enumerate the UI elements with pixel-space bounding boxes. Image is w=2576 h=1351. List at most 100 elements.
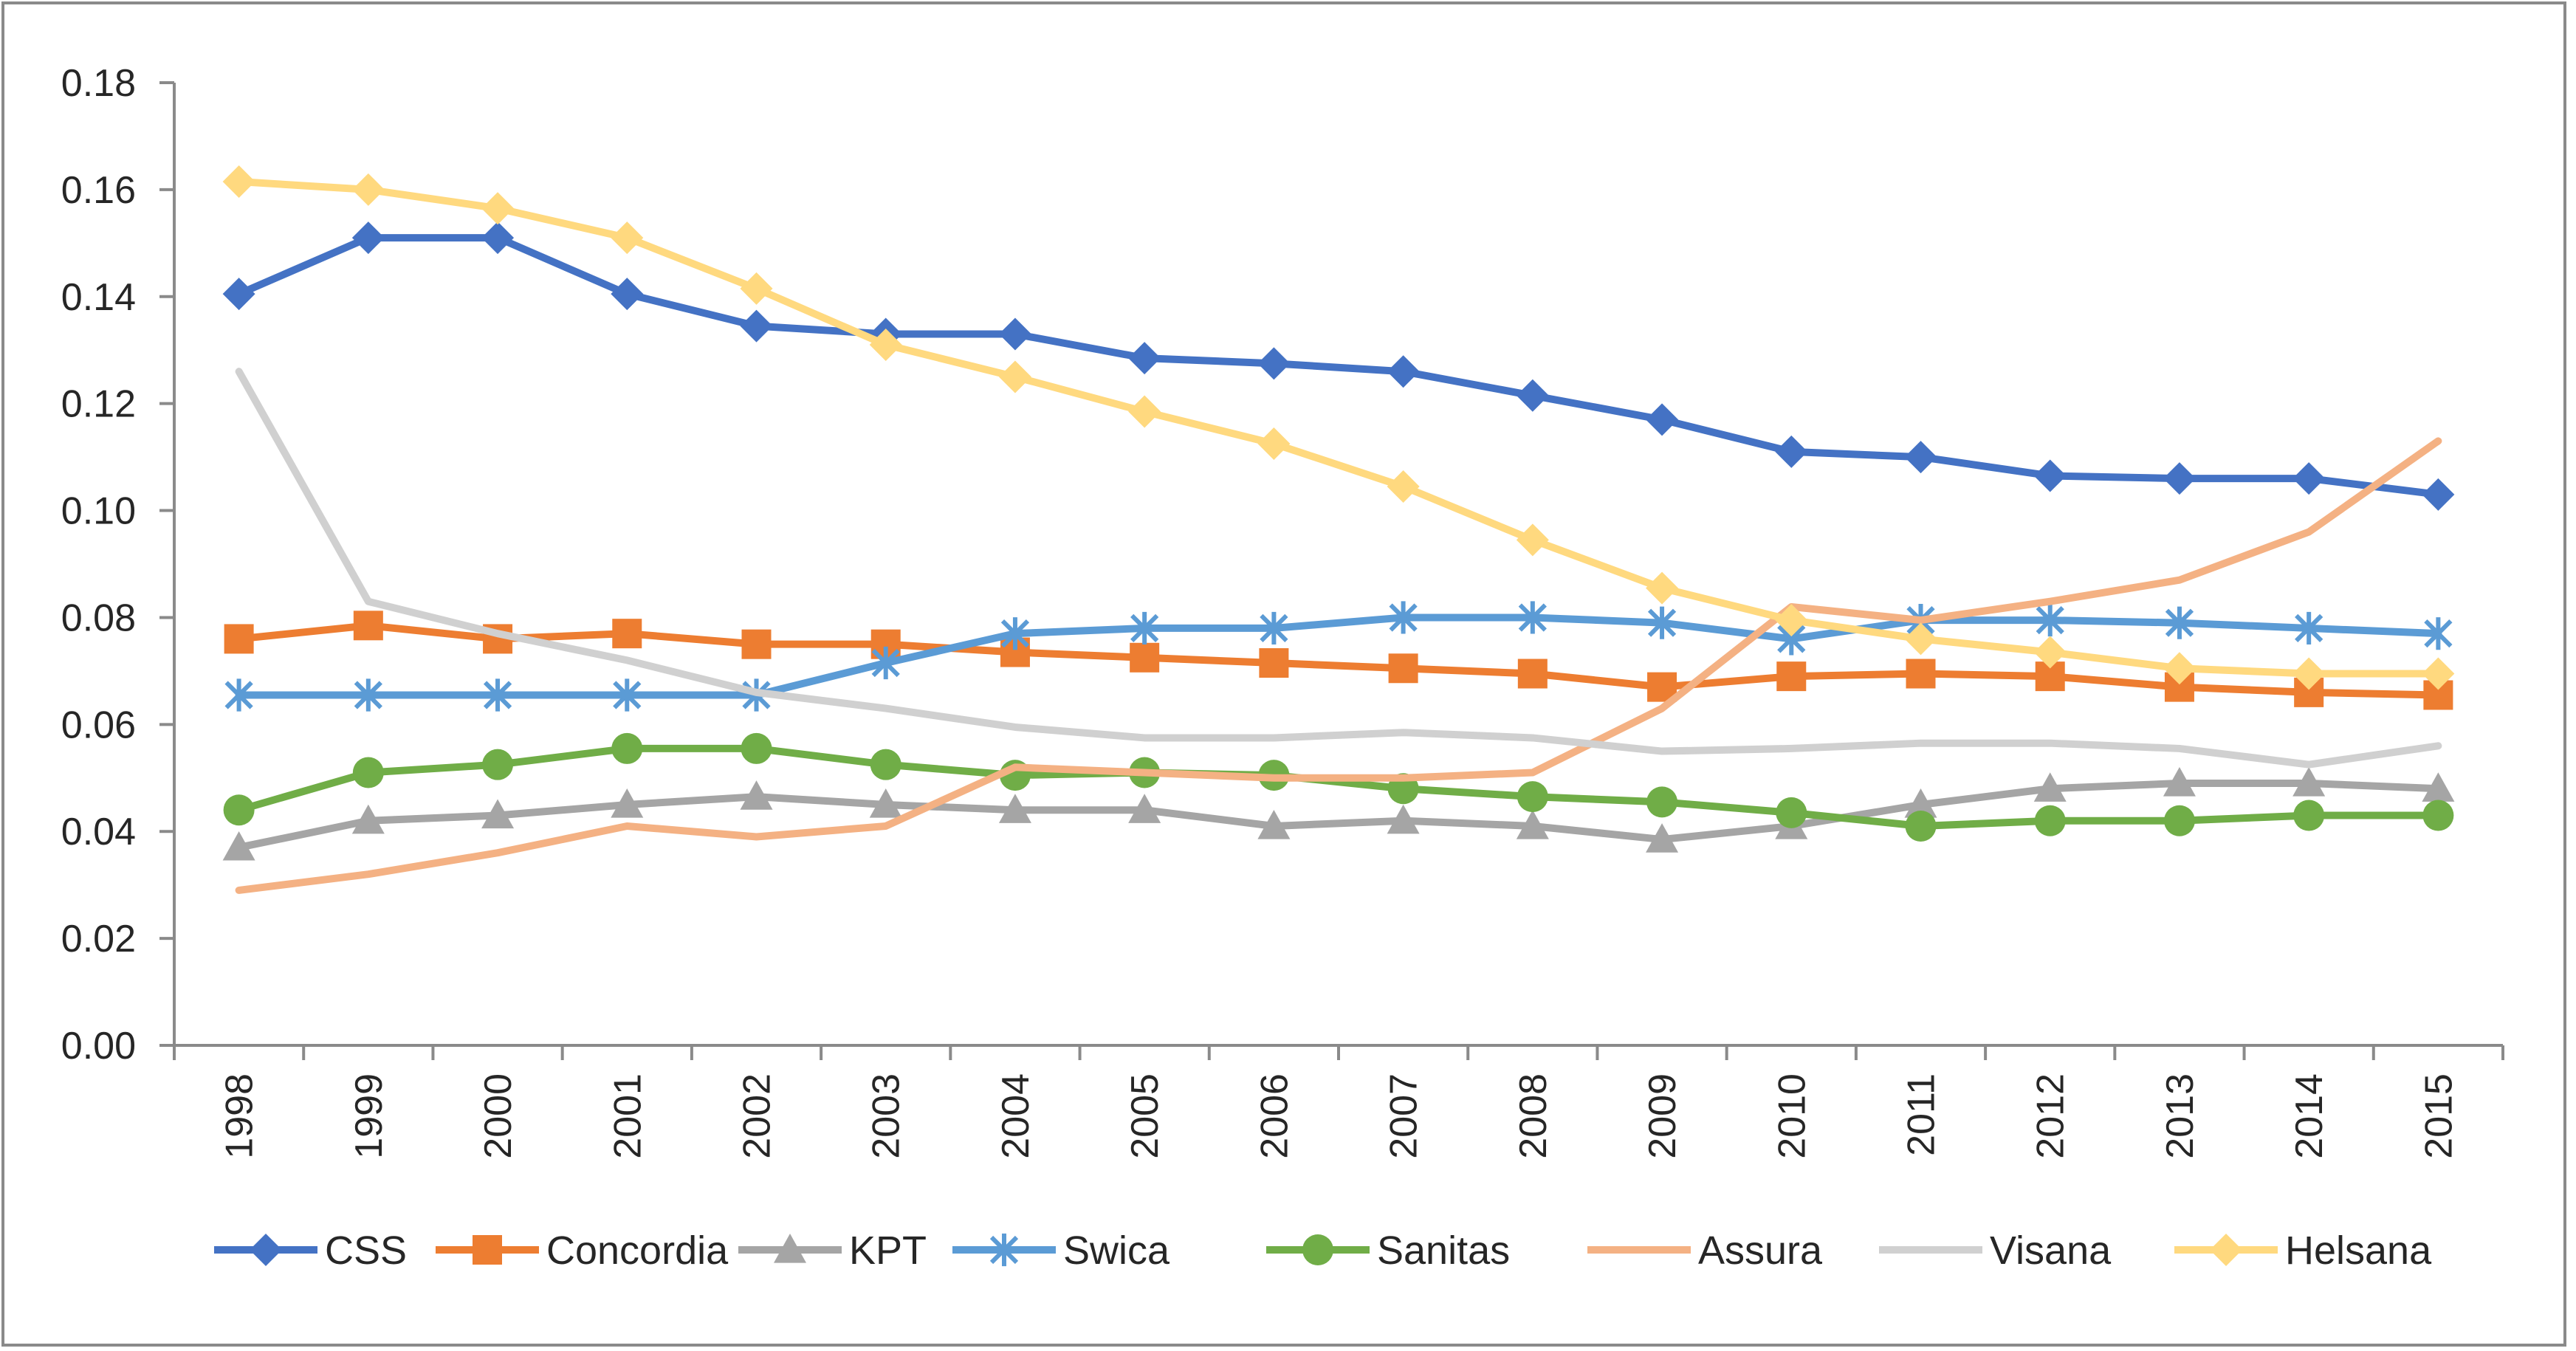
data-point-sanitas [223, 794, 255, 826]
legend-item-visana: Visana [1879, 1228, 2112, 1273]
legend-marker-helsana [2210, 1234, 2242, 1266]
data-point-kpt [740, 780, 773, 810]
data-point-kpt [1128, 794, 1161, 823]
data-point-concordia [224, 624, 254, 654]
x-tick-label: 2007 [1383, 1073, 1426, 1159]
data-point-helsana [869, 328, 902, 361]
data-point-concordia [612, 619, 642, 649]
legend-label-helsana: Helsana [2285, 1228, 2432, 1273]
legend-item-sanitas: Sanitas [1266, 1228, 1510, 1273]
y-tick-label: 0.06 [61, 704, 136, 746]
data-point-css [351, 221, 385, 255]
y-tick-label: 0.08 [61, 597, 136, 639]
data-point-helsana [2292, 657, 2326, 690]
legend-item-css: CSS [214, 1228, 407, 1273]
data-point-sanitas [2034, 805, 2066, 836]
x-tick-label: 2006 [1253, 1073, 1296, 1159]
data-point-kpt [222, 831, 255, 861]
data-point-helsana [1646, 571, 1679, 605]
data-point-helsana [611, 221, 644, 255]
data-point-kpt [611, 788, 644, 818]
legend-marker-swica [989, 1233, 1019, 1267]
data-point-swica [1647, 606, 1677, 639]
y-tick-label: 0.18 [61, 62, 136, 105]
data-point-kpt [869, 788, 902, 818]
y-tick-label: 0.04 [61, 811, 136, 853]
legend: CSS Concordia KPT Swica Sanitas Assura Visana H… [214, 1228, 2432, 1273]
legend-item-helsana: Helsana [2174, 1228, 2432, 1273]
data-point-helsana [1257, 427, 1291, 460]
data-point-css [481, 221, 515, 255]
data-point-css [2033, 459, 2067, 492]
y-tick-label: 0.02 [61, 918, 136, 960]
legend-label-kpt: KPT [849, 1228, 927, 1273]
data-point-kpt [2033, 772, 2067, 802]
x-tick-label: 2003 [865, 1073, 908, 1159]
y-tick-label: 0.10 [61, 490, 136, 533]
data-point-swica [1130, 611, 1159, 645]
series-line-sanitas [235, 744, 2442, 830]
data-point-helsana [222, 165, 255, 199]
series-css [222, 221, 2455, 511]
x-tick-label: 2001 [606, 1073, 649, 1159]
data-point-helsana [1387, 470, 1420, 503]
y-tick-label: 0.16 [61, 169, 136, 212]
x-tick-label: 2011 [1900, 1073, 1943, 1156]
data-point-kpt [2422, 772, 2455, 802]
legend-label-swica: Swica [1063, 1228, 1170, 1273]
data-point-css [611, 278, 644, 311]
data-point-css [740, 309, 773, 343]
x-tick-label: 2015 [2417, 1073, 2460, 1159]
data-point-css [2422, 478, 2455, 511]
data-point-swica [1000, 617, 1030, 650]
data-point-sanitas [2293, 800, 2325, 831]
data-point-swica [1260, 611, 1288, 645]
data-point-swica [2165, 606, 2194, 639]
data-point-sanitas [870, 749, 901, 780]
legend-label-sanitas: Sanitas [1377, 1228, 1510, 1273]
series-line-helsana [235, 178, 2442, 678]
x-tick-label: 2002 [736, 1073, 779, 1159]
data-point-helsana [2163, 652, 2196, 685]
x-tick-label: 2009 [1641, 1073, 1684, 1159]
data-point-css [1904, 441, 1937, 474]
data-point-sanitas [2163, 805, 2195, 836]
data-point-sanitas [352, 757, 384, 788]
data-point-helsana [351, 173, 385, 206]
data-point-css [222, 278, 255, 311]
series-assura [235, 437, 2442, 894]
series-line-visana [235, 368, 2442, 769]
x-tick-label: 1999 [348, 1073, 391, 1159]
data-point-swica [2424, 617, 2453, 650]
data-point-css [2163, 462, 2196, 495]
data-point-kpt [2292, 767, 2326, 797]
axes: 0.00 0.02 0.04 0.06 0.08 0.10 0.12 0.14 0.16 0.18… [61, 62, 2504, 1159]
data-point-concordia [1776, 661, 1807, 692]
data-point-concordia [741, 629, 772, 659]
data-point-concordia [1906, 659, 1936, 689]
series-line-assura [235, 437, 2442, 894]
x-tick-label: 2005 [1124, 1073, 1167, 1159]
data-point-kpt [1904, 788, 1937, 818]
data-point-css [1516, 379, 1549, 412]
series-swica [224, 601, 2453, 712]
data-point-css [998, 317, 1031, 351]
series-line-concordia [235, 622, 2442, 699]
data-point-helsana [740, 272, 773, 305]
data-point-helsana [998, 360, 1031, 393]
data-point-swica [483, 678, 512, 712]
data-point-kpt [1257, 809, 1291, 839]
x-tick-label: 2010 [1770, 1073, 1813, 1159]
data-point-kpt [1646, 823, 1679, 853]
data-point-sanitas [482, 749, 514, 780]
legend-item-swica: Swica [952, 1228, 1170, 1273]
data-point-css [1387, 355, 1420, 388]
legend-label-css: CSS [325, 1228, 407, 1273]
data-point-kpt [351, 804, 385, 834]
data-point-concordia [1388, 653, 1418, 684]
series-lines [222, 165, 2455, 894]
data-point-css [1257, 347, 1291, 380]
data-point-kpt [998, 794, 1031, 823]
data-point-helsana [1904, 622, 1937, 656]
y-tick-label: 0.00 [61, 1025, 136, 1068]
